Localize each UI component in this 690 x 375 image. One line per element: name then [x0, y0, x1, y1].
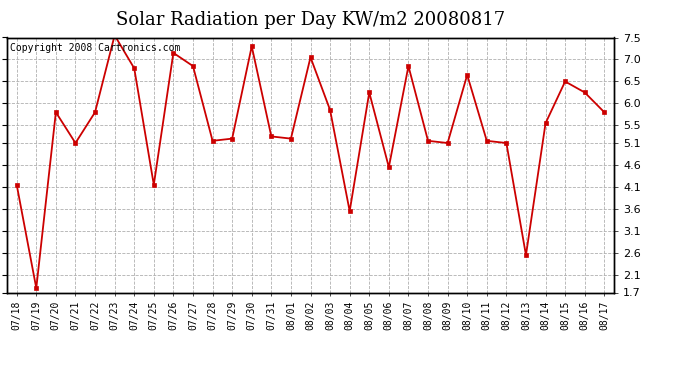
Text: Solar Radiation per Day KW/m2 20080817: Solar Radiation per Day KW/m2 20080817: [116, 11, 505, 29]
Text: Copyright 2008 Cartronics.com: Copyright 2008 Cartronics.com: [10, 43, 180, 52]
